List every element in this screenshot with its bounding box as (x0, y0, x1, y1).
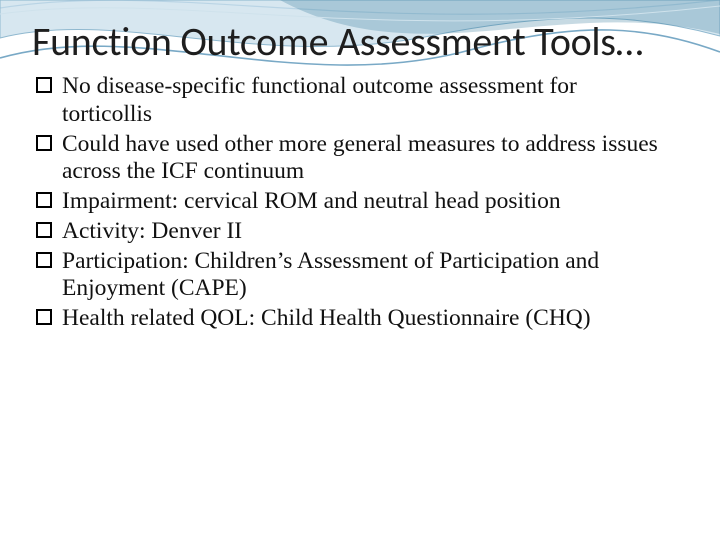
list-item-text: Activity: Denver II (62, 218, 242, 244)
content-area: Function Outcome Assessment Tools… No di… (0, 0, 720, 333)
bullet-square-icon (36, 77, 52, 93)
bullet-square-icon (36, 192, 52, 208)
bullet-list: No disease-specific functional outcome a… (32, 73, 688, 332)
list-item: No disease-specific functional outcome a… (34, 73, 658, 128)
bullet-square-icon (36, 135, 52, 151)
list-item: Could have used other more general measu… (34, 131, 658, 186)
list-item: Activity: Denver II (34, 218, 658, 246)
slide: Function Outcome Assessment Tools… No di… (0, 0, 720, 540)
list-item-text: Participation: Children’s Assessment of … (62, 248, 599, 302)
bullet-square-icon (36, 252, 52, 268)
list-item: Impairment: cervical ROM and neutral hea… (34, 188, 658, 216)
bullet-square-icon (36, 309, 52, 325)
list-item: Health related QOL: Child Health Questio… (34, 305, 658, 333)
bullet-square-icon (36, 222, 52, 238)
list-item: Participation: Children’s Assessment of … (34, 248, 658, 303)
list-item-text: Impairment: cervical ROM and neutral hea… (62, 188, 561, 214)
list-item-text: No disease-specific functional outcome a… (62, 73, 577, 127)
list-item-text: Could have used other more general measu… (62, 131, 658, 185)
slide-title: Function Outcome Assessment Tools… (32, 20, 688, 63)
list-item-text: Health related QOL: Child Health Questio… (62, 305, 591, 331)
